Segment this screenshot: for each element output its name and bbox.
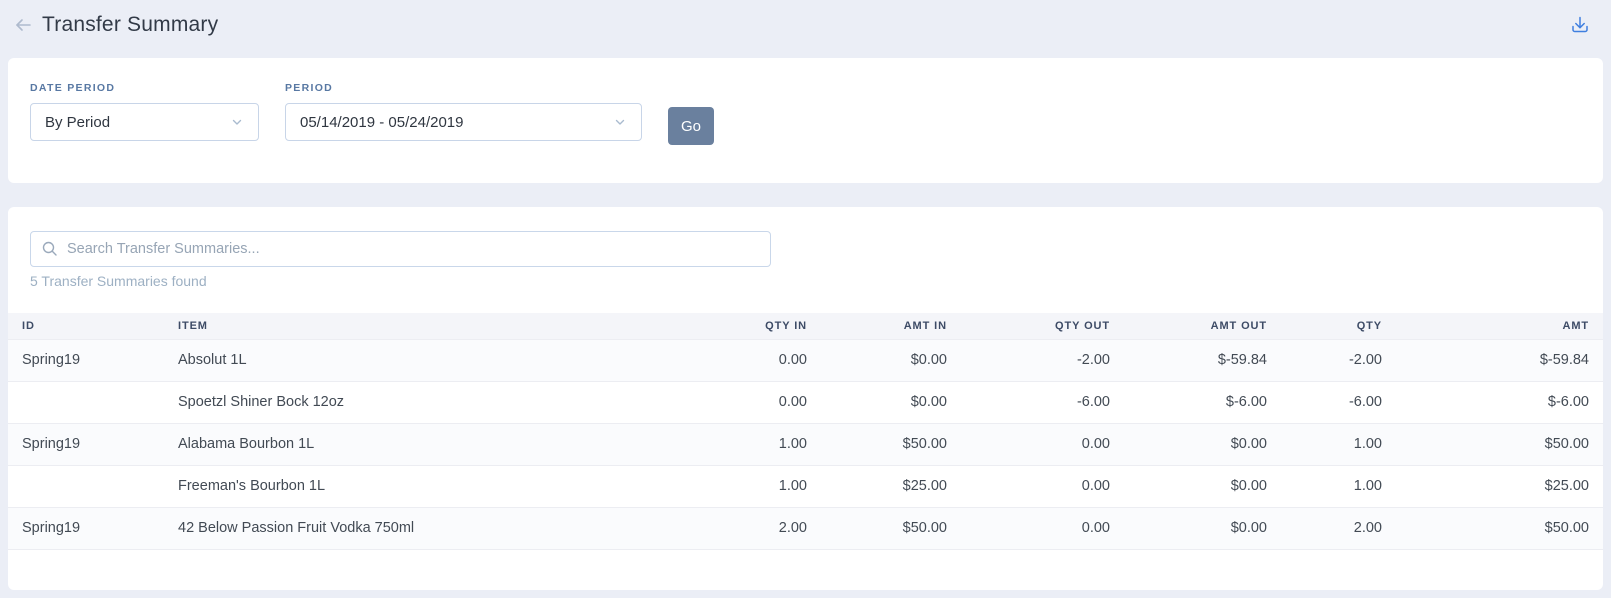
cell-value: $0.00: [807, 380, 947, 423]
cell-value: 1.00: [1267, 464, 1382, 507]
column-header-qty: QTY: [1267, 313, 1382, 339]
cell-item: 42 Below Passion Fruit Vodka 750ml: [178, 506, 687, 550]
cell-id: Spring19: [8, 338, 178, 381]
cell-value: 0.00: [687, 338, 807, 381]
cell-id: [8, 464, 178, 507]
date-period-field: DATE PERIOD By Period: [30, 82, 259, 141]
download-button[interactable]: [1565, 10, 1595, 40]
cell-value: 0.00: [687, 380, 807, 423]
transfer-summary-table: ID ITEM QTY IN AMT IN QTY OUT AMT OUT QTY AMT S…: [8, 313, 1603, 550]
table-row[interactable]: Spoetzl Shiner Bock 12oz 0.00 $0.00 -6.00 $-…: [8, 380, 1603, 423]
search-wrap: [30, 231, 771, 267]
cell-value: 1.00: [687, 464, 807, 507]
cell-value: $-6.00: [1110, 380, 1267, 423]
cell-value: 1.00: [687, 422, 807, 465]
cell-value: -2.00: [947, 338, 1110, 381]
period-value: 05/14/2019 - 05/24/2019: [300, 113, 464, 131]
cell-value: 2.00: [687, 506, 807, 550]
cell-value: $25.00: [807, 464, 947, 507]
column-header-amt-out: AMT OUT: [1110, 313, 1267, 339]
column-header-amt-in: AMT IN: [807, 313, 947, 339]
go-button[interactable]: Go: [668, 107, 714, 145]
date-period-value: By Period: [45, 113, 111, 131]
chevron-down-icon: [230, 115, 244, 129]
period-select[interactable]: 05/14/2019 - 05/24/2019: [285, 103, 642, 141]
column-header-id: ID: [8, 313, 178, 339]
cell-value: $50.00: [1382, 422, 1603, 465]
column-header-qty-out: QTY OUT: [947, 313, 1110, 339]
cell-item: Spoetzl Shiner Bock 12oz: [178, 380, 687, 423]
cell-value: 0.00: [947, 506, 1110, 550]
date-period-select[interactable]: By Period: [30, 103, 259, 141]
search-section: 5 Transfer Summaries found: [8, 231, 1603, 289]
cell-value: -6.00: [947, 380, 1110, 423]
cell-value: $0.00: [1110, 422, 1267, 465]
cell-value: 0.00: [947, 422, 1110, 465]
chevron-down-icon: [613, 115, 627, 129]
date-period-label: DATE PERIOD: [30, 82, 116, 94]
period-label: PERIOD: [285, 82, 334, 94]
cell-value: -6.00: [1267, 380, 1382, 423]
table-row[interactable]: Spring19 Alabama Bourbon 1L 1.00 $50.00 0.00…: [8, 422, 1603, 465]
cell-id: Spring19: [8, 422, 178, 465]
search-input[interactable]: [30, 231, 771, 267]
cell-id: [8, 380, 178, 423]
cell-value: $50.00: [1382, 506, 1603, 550]
cell-value: $-59.84: [1382, 338, 1603, 381]
back-button[interactable]: [8, 10, 38, 40]
table-header: ID ITEM QTY IN AMT IN QTY OUT AMT OUT QTY AMT: [8, 313, 1603, 339]
back-arrow-icon: [12, 14, 34, 36]
page-header: Transfer Summary: [0, 0, 1611, 50]
search-icon: [41, 240, 59, 258]
cell-item: Freeman's Bourbon 1L: [178, 464, 687, 507]
column-header-amt: AMT: [1382, 313, 1603, 339]
cell-id: Spring19: [8, 506, 178, 550]
table-row[interactable]: Spring19 Absolut 1L 0.00 $0.00 -2.00 $-59.84-…: [8, 338, 1603, 381]
cell-item: Absolut 1L: [178, 338, 687, 381]
download-icon: [1570, 15, 1590, 35]
cell-value: -2.00: [1267, 338, 1382, 381]
cell-value: $0.00: [807, 338, 947, 381]
cell-value: $0.00: [1110, 464, 1267, 507]
table-row[interactable]: Spring19 42 Below Passion Fruit Vodka 750…: [8, 506, 1603, 550]
period-field: PERIOD 05/14/2019 - 05/24/2019: [285, 82, 642, 141]
cell-value: $-6.00: [1382, 380, 1603, 423]
cell-value: $50.00: [807, 506, 947, 550]
results-count: 5 Transfer Summaries found: [30, 273, 207, 289]
cell-item: Alabama Bourbon 1L: [178, 422, 687, 465]
page-title: Transfer Summary: [42, 13, 219, 36]
column-header-item: ITEM: [178, 313, 687, 339]
cell-value: $-59.84: [1110, 338, 1267, 381]
cell-value: $0.00: [1110, 506, 1267, 550]
filter-panel: DATE PERIOD By Period PERIOD 05/14/2019 …: [8, 58, 1603, 183]
cell-value: $25.00: [1382, 464, 1603, 507]
cell-value: $50.00: [807, 422, 947, 465]
cell-value: 0.00: [947, 464, 1110, 507]
cell-value: 2.00: [1267, 506, 1382, 550]
column-header-qty-in: QTY IN: [687, 313, 807, 339]
table-row[interactable]: Freeman's Bourbon 1L 1.00 $25.00 0.00 $0.00 1…: [8, 464, 1603, 507]
cell-value: 1.00: [1267, 422, 1382, 465]
